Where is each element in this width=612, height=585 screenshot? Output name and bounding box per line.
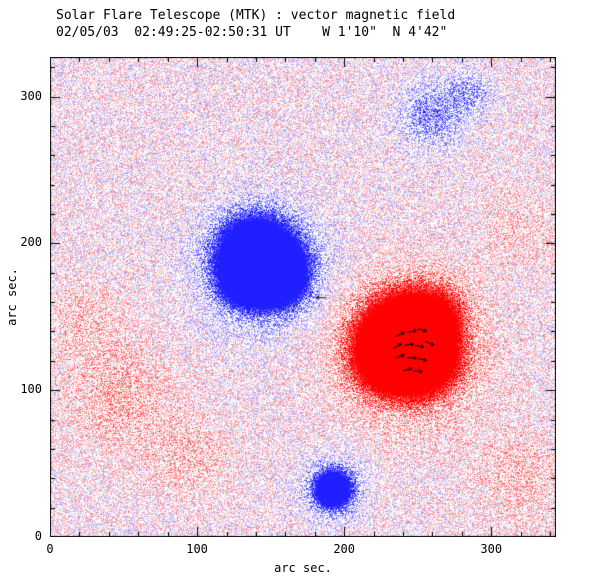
y-tick-label: 0	[34, 529, 42, 543]
x-tick-label: 0	[46, 542, 54, 556]
y-axis-title: arc sec.	[5, 268, 19, 326]
figure-title: Solar Flare Telescope (MTK) : vector mag…	[56, 8, 456, 23]
magnetogram-canvas	[50, 57, 556, 537]
x-axis-title: arc sec.	[274, 561, 332, 575]
x-tick-label: 300	[480, 542, 503, 556]
y-tick-label: 200	[20, 235, 42, 250]
x-tick-label: 100	[186, 542, 208, 556]
y-tick-label: 100	[20, 382, 42, 397]
y-tick-label: 300	[20, 88, 42, 103]
x-tick-label: 200	[333, 542, 356, 556]
plot-area	[50, 57, 556, 537]
figure-subtitle: 02/05/03 02:49:25-02:50:31 UT W 1'10" N …	[56, 25, 448, 40]
